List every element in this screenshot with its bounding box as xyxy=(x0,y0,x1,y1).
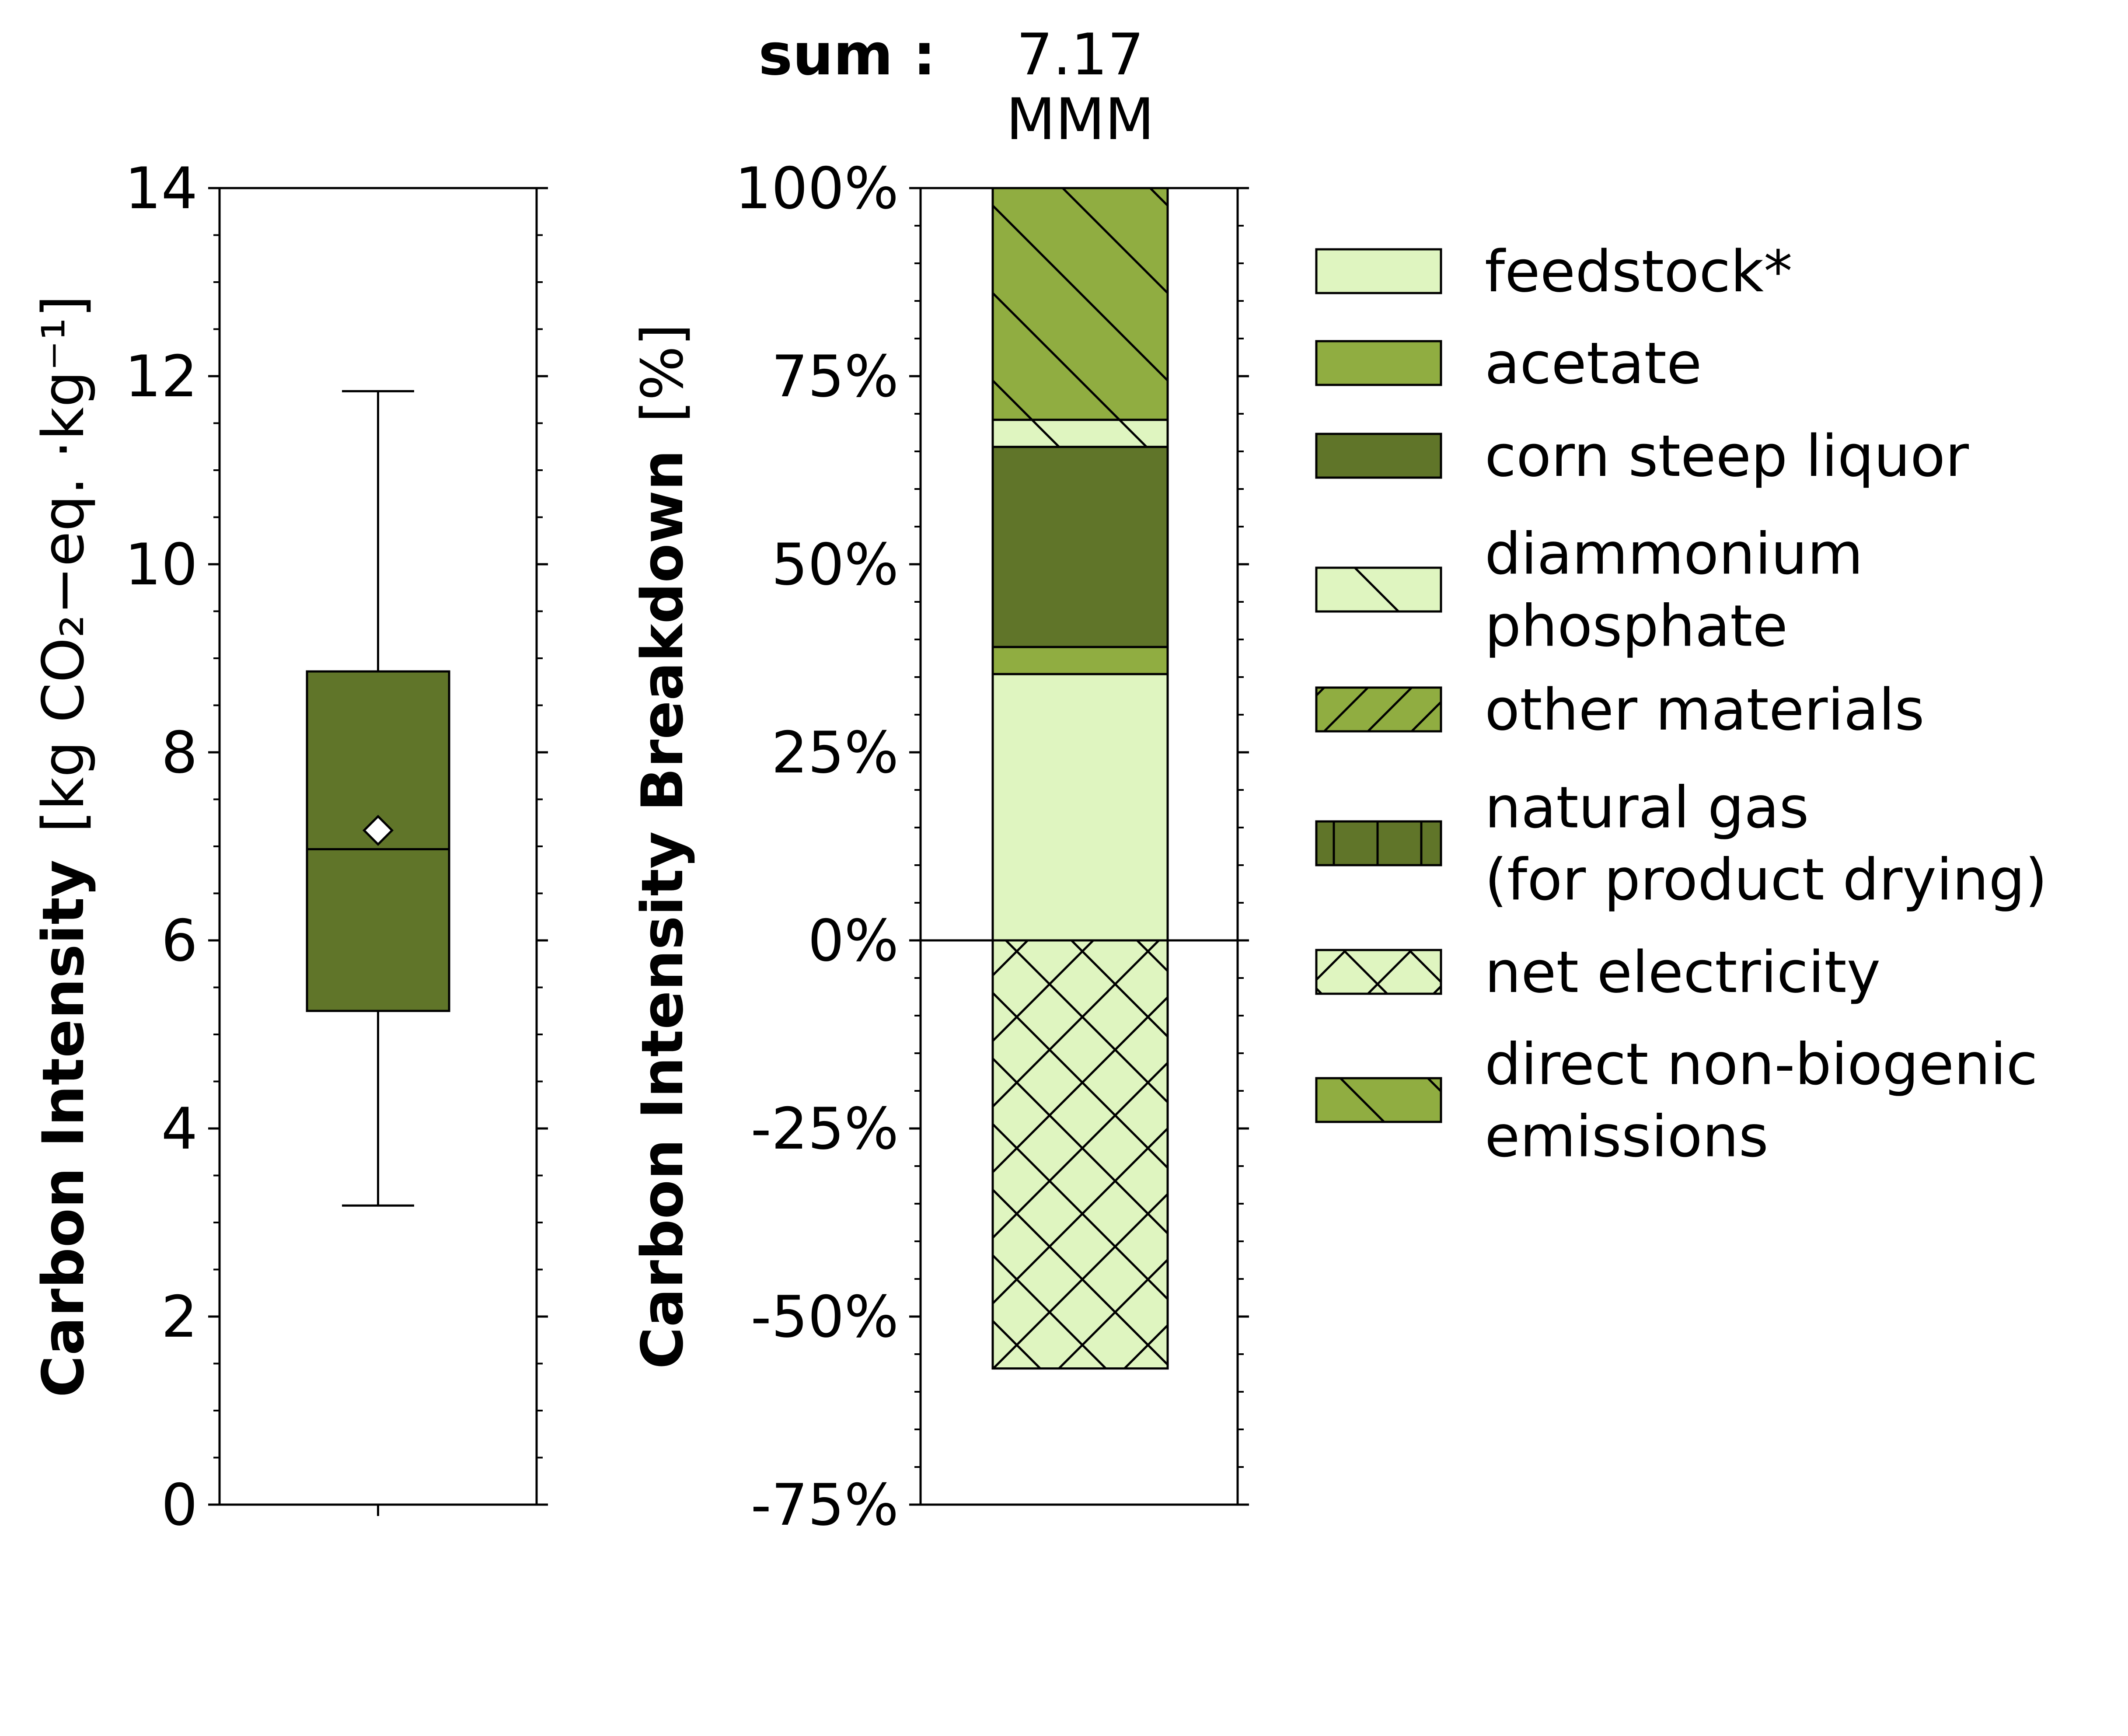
breakdown-y-axis-label: Carbon Intensity Breakdown [%] xyxy=(629,324,696,1369)
box-plot-panel: 0 2 4 6 8 10 12 14 Carbon Intensity [kg CO₂−eq.… xyxy=(30,155,548,1538)
legend-label: corn steep liquor xyxy=(1485,423,1969,489)
breakdown-y-tick-label: 100% xyxy=(735,155,899,222)
legend-swatch xyxy=(1315,686,1442,733)
breakdown-y-tick-label: 75% xyxy=(771,343,899,410)
breakdown-y-tick-label: 50% xyxy=(771,531,899,598)
bar-segment xyxy=(991,419,1169,448)
legend-label: feedstock* xyxy=(1485,238,1793,305)
box-y-tick-label: 10 xyxy=(125,531,198,598)
box-y-tick-label: 4 xyxy=(161,1095,198,1162)
box-y-tick-label: 12 xyxy=(125,343,198,410)
legend-label: diammonium xyxy=(1485,520,1863,587)
legend: feedstock* acetate corn steep liquor diammo… xyxy=(1315,238,2048,1170)
sum-unit: MMM xyxy=(1006,86,1154,153)
breakdown-y-tick-label: -50% xyxy=(751,1283,899,1350)
bar-segment xyxy=(991,446,1169,648)
breakdown-bar-panel: -75% -50% -25% 0% 25% 50% 75% 100% Carbon Inten… xyxy=(629,21,1249,1538)
breakdown-y-ticks: -75% -50% -25% 0% 25% 50% 75% 100% xyxy=(735,155,1249,1538)
legend-label: phosphate xyxy=(1485,593,1788,660)
sum-label: sum : xyxy=(758,21,936,88)
legend-label: net electricity xyxy=(1485,939,1880,1006)
legend-swatch xyxy=(1315,248,1442,294)
legend-swatch xyxy=(1315,1077,1442,1123)
breakdown-y-tick-label: 0% xyxy=(808,907,899,974)
box-axes-frame xyxy=(218,187,538,1506)
box-y-tick-label: 8 xyxy=(161,719,198,786)
bar-segment xyxy=(991,939,1169,1370)
bar-segment xyxy=(991,646,1169,675)
breakdown-bar-marks xyxy=(921,187,1238,1370)
legend-label: acetate xyxy=(1485,330,1702,397)
legend-label: emissions xyxy=(1485,1103,1769,1170)
legend-swatch xyxy=(1315,949,1442,995)
legend-swatch xyxy=(1315,340,1442,386)
legend-label: other materials xyxy=(1485,676,1925,743)
legend-swatch xyxy=(1315,433,1442,479)
breakdown-y-tick-label: -25% xyxy=(751,1095,899,1162)
breakdown-y-tick-label: -75% xyxy=(751,1471,899,1538)
legend-label: (for product drying) xyxy=(1485,846,2048,913)
legend-label: direct non-biogenic xyxy=(1485,1031,2038,1098)
box-y-axis-label: Carbon Intensity [kg CO₂−eq. ·kg⁻¹] xyxy=(30,295,97,1397)
legend-label: natural gas xyxy=(1485,774,1809,841)
breakdown-axes-frame xyxy=(919,187,1239,1506)
bar-segment xyxy=(991,187,1169,421)
box-plot-marks xyxy=(306,390,450,1207)
box-y-tick-label: 2 xyxy=(161,1283,198,1350)
legend-swatch xyxy=(1315,820,1442,866)
box-y-tick-label: 6 xyxy=(161,907,198,974)
box-y-ticks: 0 2 4 6 8 10 12 14 xyxy=(125,155,548,1538)
legend-swatch xyxy=(1315,566,1442,613)
box-y-tick-label: 0 xyxy=(161,1471,198,1538)
sum-value: 7.17 xyxy=(1016,21,1144,88)
breakdown-y-tick-label: 25% xyxy=(771,719,899,786)
box-y-tick-label: 14 xyxy=(125,155,198,222)
mean-marker xyxy=(362,814,394,846)
bar-segment xyxy=(991,673,1169,942)
